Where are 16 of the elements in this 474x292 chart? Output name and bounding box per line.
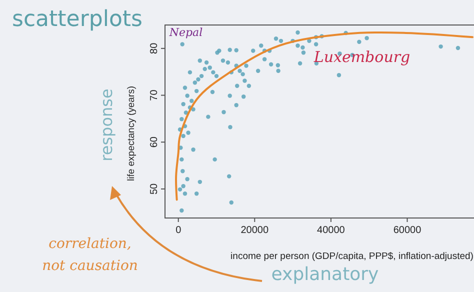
y-tick-label: 50 xyxy=(149,182,160,195)
x-axis-title: income per person (GDP/capita, PPP$, inflation-adjusted) xyxy=(230,251,474,262)
y-tick-label: 70 xyxy=(149,89,160,101)
y-tick-label: 60 xyxy=(149,136,160,148)
annotation: Nepal xyxy=(168,26,204,39)
x-tick-label: 0 xyxy=(176,225,182,236)
x-tick-label: 20000 xyxy=(240,225,269,236)
text: response xyxy=(97,88,116,162)
text: explanatory xyxy=(271,264,380,285)
text: correlation, not causation xyxy=(42,236,138,274)
chart-title: scatterplots xyxy=(12,7,142,32)
annotation: Luxembourg xyxy=(312,48,410,66)
x-tick-label: 60000 xyxy=(393,225,422,236)
y-axis-title: life expectancy (years) xyxy=(126,86,137,182)
x-tick-label: 40000 xyxy=(317,225,346,236)
y-tick-label: 80 xyxy=(149,42,160,54)
